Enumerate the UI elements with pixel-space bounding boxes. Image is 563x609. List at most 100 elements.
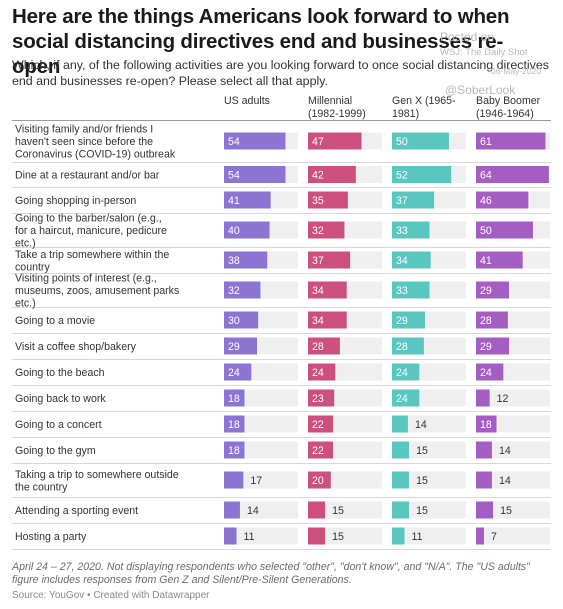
bar-value-label: 33 [396, 225, 408, 237]
bar-value-label: 34 [312, 285, 324, 297]
bar-value-label: 18 [228, 419, 240, 431]
bar-value-label: 41 [228, 195, 240, 207]
bar [392, 221, 430, 239]
bar-value-label: 24 [480, 367, 492, 379]
bar [392, 311, 426, 329]
bar-value-label: 37 [396, 195, 408, 207]
bar [476, 311, 508, 329]
bar-value-label: 32 [228, 285, 240, 297]
bar [392, 166, 452, 183]
bar [224, 501, 240, 519]
bar [476, 363, 504, 381]
bar [308, 221, 345, 239]
bar [308, 191, 348, 209]
bar [476, 221, 533, 239]
category-label: Dine at a restaurant and/or bar [15, 170, 160, 182]
bar [224, 415, 245, 433]
category-label: Visit a coffee shop/bakery [15, 341, 137, 353]
bar-value-label: 24 [312, 367, 324, 379]
bar-value-label: 14 [499, 475, 511, 487]
bar-track [392, 415, 466, 433]
category-label: Going to the gym [15, 445, 96, 457]
bar-value-label: 38 [228, 255, 240, 267]
bar-value-label: 14 [415, 419, 427, 431]
bar [308, 415, 334, 433]
bar [224, 389, 245, 407]
bar-value-label: 40 [228, 225, 240, 237]
bar-value-label: 7 [491, 531, 497, 543]
bar-value-label: 20 [312, 475, 324, 487]
category-label: Take a trip somewhere within the country [15, 249, 169, 274]
bar-value-label: 28 [312, 341, 324, 353]
bar [476, 281, 510, 299]
bar [392, 191, 435, 209]
bar [224, 132, 286, 150]
bar [476, 527, 484, 545]
chart-subtitle: Which, if any, of the following activiti… [12, 58, 549, 88]
bar [224, 166, 286, 183]
bar-value-label: 50 [396, 136, 408, 148]
bar-value-label: 17 [250, 475, 262, 487]
category-label: Going to the beach [15, 367, 105, 379]
bar-value-label: 28 [480, 315, 492, 327]
bar [308, 281, 347, 299]
bar-value-label: 52 [396, 170, 408, 182]
bar-value-label: 33 [396, 285, 408, 297]
bar-track [308, 527, 382, 545]
bar-value-label: 54 [228, 170, 240, 182]
bar-value-label: 15 [332, 531, 344, 543]
bar-value-label: 50 [480, 225, 492, 237]
bar-value-label: 18 [228, 445, 240, 457]
bar-value-label: 24 [228, 367, 240, 379]
bar [308, 311, 347, 329]
bar [476, 389, 490, 407]
bar [224, 191, 271, 209]
bar-value-label: 24 [396, 367, 408, 379]
bar [224, 221, 270, 239]
bar [392, 132, 449, 150]
bar [308, 471, 331, 489]
bar-value-label: 15 [332, 505, 344, 517]
column-header-baby-boomer: Baby Boomer (1946-1964) [476, 95, 541, 120]
category-label: Going back to work [15, 393, 106, 405]
bar-value-label: 18 [228, 393, 240, 405]
bar-track [308, 501, 382, 519]
column-header-us-adults: US adults [224, 95, 270, 107]
bar-track [392, 527, 466, 545]
bar-value-label: 11 [412, 531, 423, 543]
chart-notes: April 24 – 27, 2020. Not displaying resp… [12, 561, 530, 586]
bar [392, 389, 420, 407]
category-label: Going to the barber/salon (e.g., for a ha… [15, 213, 167, 250]
bar [308, 389, 335, 407]
bar-value-label: 22 [312, 445, 324, 457]
bar-value-label: 35 [312, 195, 324, 207]
bar [308, 363, 336, 381]
bar-value-label: 23 [312, 393, 324, 405]
bar [476, 501, 494, 519]
bar-value-label: 37 [312, 255, 324, 267]
bar-value-label: 61 [480, 136, 492, 148]
category-label: Attending a sporting event [15, 505, 138, 517]
bar-track [224, 527, 298, 545]
bar-value-label: 46 [480, 195, 492, 207]
bar-value-label: 15 [416, 475, 428, 487]
bar-value-label: 29 [396, 315, 408, 327]
bar [476, 415, 497, 433]
bar [392, 363, 420, 381]
bar-value-label: 30 [228, 315, 240, 327]
bar [476, 471, 492, 489]
bar [308, 132, 362, 150]
category-label: Going shopping in-person [15, 195, 136, 207]
bar [392, 251, 431, 269]
category-label: Taking a trip to somewhere outside the co… [15, 469, 179, 494]
bar [476, 166, 549, 183]
bar [392, 441, 410, 459]
bar-value-label: 34 [396, 255, 408, 267]
bar-value-label: 47 [312, 136, 324, 148]
bar [476, 441, 492, 459]
bar-track [224, 501, 298, 519]
bar-value-label: 12 [497, 393, 509, 405]
bar [308, 441, 334, 459]
